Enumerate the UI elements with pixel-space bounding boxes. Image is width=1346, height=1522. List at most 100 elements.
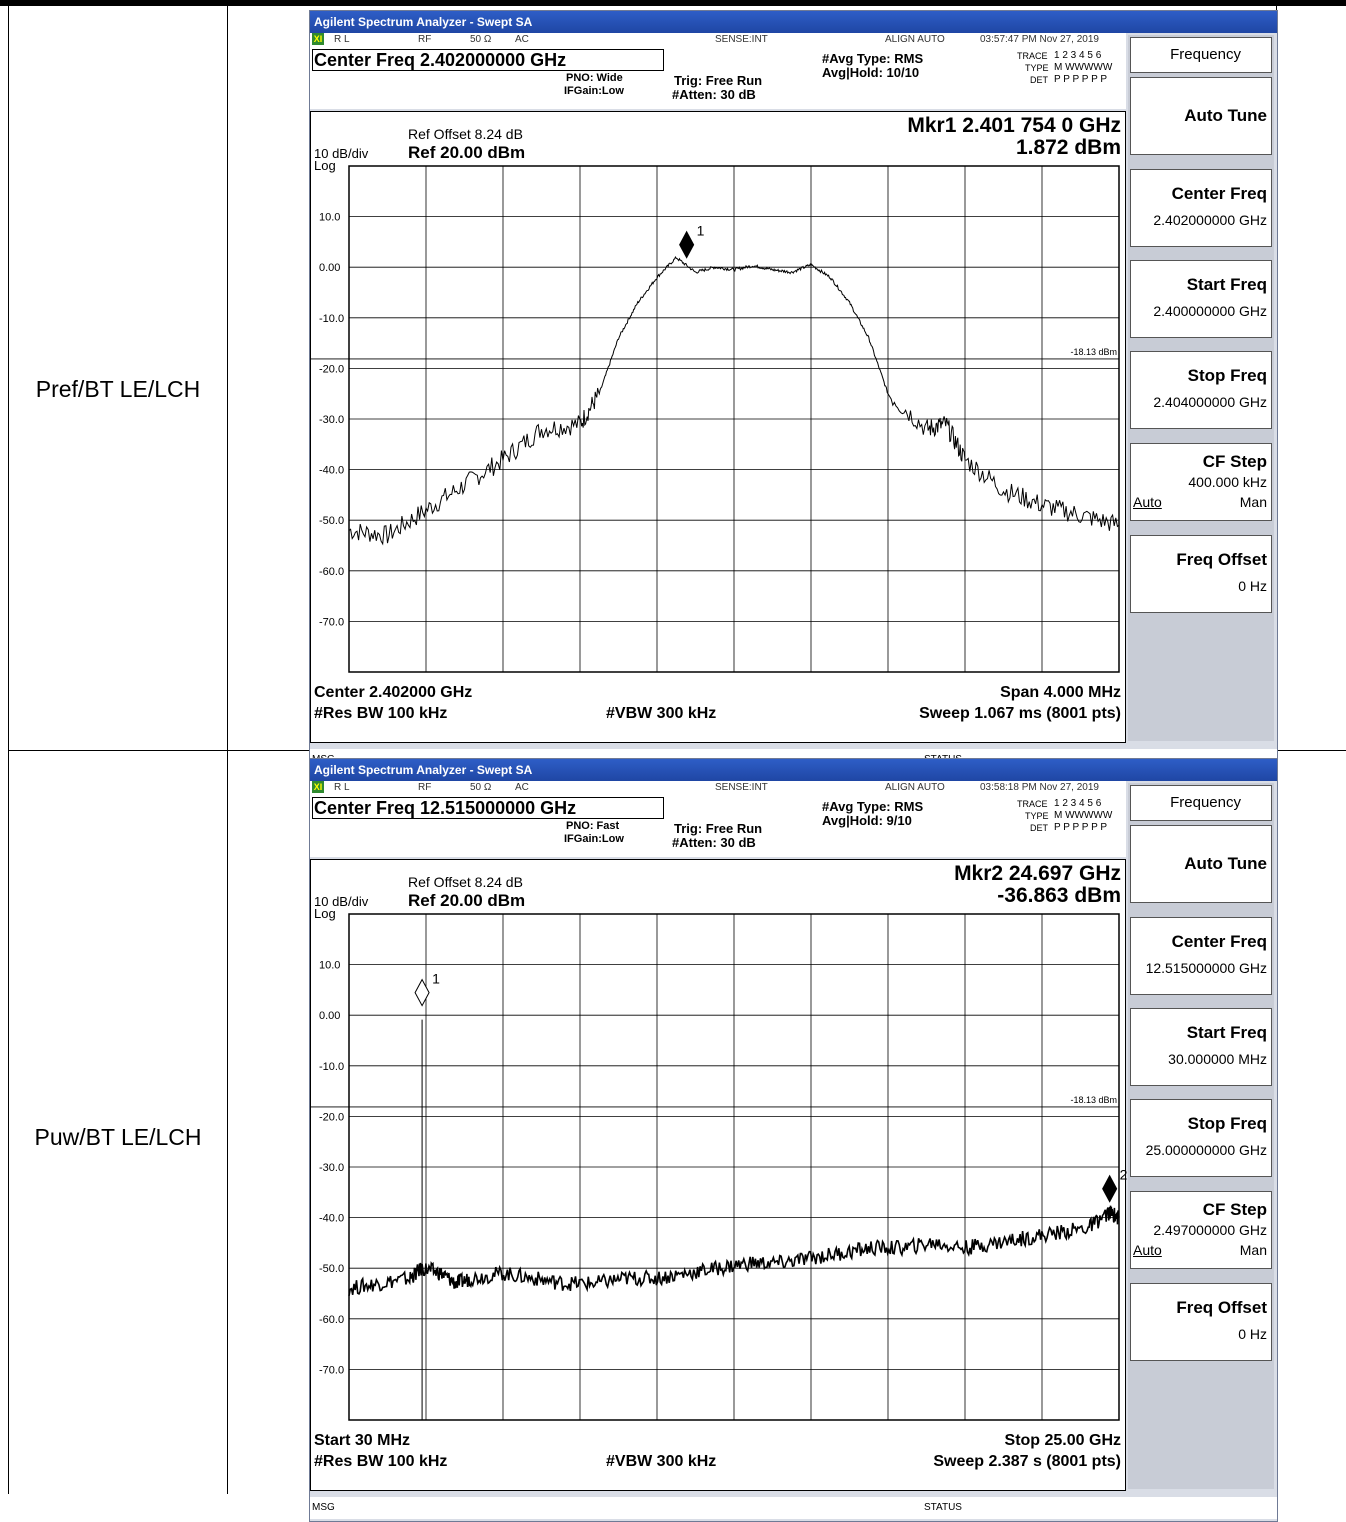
ref-level: Ref 20.00 dBm [408, 891, 526, 910]
cf-step-button[interactable]: CF Step 2.497000000 GHz Auto Man [1130, 1191, 1272, 1269]
rl-indicator: R L [334, 782, 350, 793]
stop-freq-value: 2.404000000 GHz [1153, 394, 1267, 410]
footer-right-1: Stop 25.00 GHz [1004, 1432, 1121, 1449]
sense-indicator: SENSE:INT [715, 782, 768, 793]
start-freq-button[interactable]: Start Freq 30.000000 MHz [1130, 1008, 1272, 1086]
cf-step-auto[interactable]: Auto [1133, 494, 1162, 510]
freq-offset-label: Freq Offset [1176, 1298, 1267, 1317]
center-freq-label: Center Freq [1171, 184, 1267, 203]
center-freq-button[interactable]: Center Freq 2.402000000 GHz [1130, 169, 1272, 247]
cf-step-label: CF Step [1202, 452, 1267, 471]
cf-step-auto[interactable]: Auto [1133, 1242, 1162, 1258]
y-tick-label: -70.0 [319, 616, 344, 628]
avg-hold: Avg|Hold: 10/10 [822, 65, 920, 80]
message-bar: MSG STATUS [310, 1497, 1277, 1519]
settings-panel: Center Freq 2.402000000 GHz PNO: Wide IF… [310, 47, 1126, 109]
spectrum-chart: 10.0 0.00 -10.0 -20.0 -30.0 -40.0 -50.0 -60.0 -7… [311, 165, 1120, 673]
coupling-indicator: AC [515, 782, 529, 793]
type-value: M WWWWW [1054, 810, 1113, 821]
window-title-bar: Agilent Spectrum Analyzer - Swept SA [310, 11, 1277, 33]
impedance-indicator: 50 Ω [470, 782, 492, 793]
softkey-title: Frequency [1170, 46, 1241, 63]
ifgain-setting: IFGain:Low [564, 85, 624, 97]
center-freq-box[interactable] [312, 49, 664, 71]
start-freq-value: 2.400000000 GHz [1153, 303, 1267, 319]
type-label: TYPE [1025, 63, 1049, 73]
threshold-label: -18.13 dBm [1070, 1095, 1117, 1105]
spectrum-chart: 10.0 0.00 -10.0 -20.0 -30.0 -40.0 -50.0 -60.0 -7… [311, 913, 1127, 1421]
window-title: Agilent Spectrum Analyzer - Swept SA [314, 15, 533, 29]
center-freq-title: Center Freq 2.402000000 GHz [314, 50, 567, 70]
y-tick-label: -30.0 [319, 1162, 344, 1174]
y-tick-label: -40.0 [319, 465, 344, 477]
center-freq-button[interactable]: Center Freq 12.515000000 GHz [1130, 917, 1272, 995]
marker-readout: Mkr1 2.401 754 0 GHz [907, 114, 1121, 137]
freq-offset-value: 0 Hz [1238, 578, 1267, 594]
avg-type: #Avg Type: RMS [822, 799, 924, 814]
det-value: P P P P P P [1054, 822, 1108, 833]
row-label-puw: Puw/BT LE/LCH [34, 1124, 202, 1150]
status-bar: XI R L RF 50 Ω AC SENSE:INT ALIGN AUTO 0… [310, 33, 1126, 47]
marker-number: 2 [1120, 1167, 1127, 1183]
type-value: M WWWWW [1054, 62, 1113, 73]
center-freq-box[interactable] [312, 797, 664, 819]
marker-value: 1.872 dBm [1015, 136, 1121, 159]
footer-right-1: Span 4.000 MHz [1000, 684, 1121, 701]
scale-label: 10 dB/div [314, 894, 369, 909]
cf-step-value: 400.000 kHz [1188, 474, 1267, 490]
footer-left-1: Center 2.402000 GHz [314, 684, 473, 701]
coupling-indicator: AC [515, 34, 529, 45]
y-tick-label: -10.0 [319, 1061, 344, 1073]
threshold-label: -18.13 dBm [1070, 347, 1117, 357]
y-tick-label: 10.0 [319, 212, 340, 224]
y-tick-label: -20.0 [319, 363, 344, 375]
log-label: Log [314, 158, 336, 173]
footer-left-1: Start 30 MHz [314, 1432, 411, 1449]
atten-setting: #Atten: 30 dB [672, 87, 756, 102]
freq-offset-button[interactable]: Freq Offset 0 Hz [1130, 1283, 1272, 1361]
footer-mid-2: #VBW 300 kHz [606, 705, 717, 722]
y-tick-label: -70.0 [319, 1364, 344, 1376]
cf-step-button[interactable]: CF Step 400.000 kHz Auto Man [1130, 443, 1272, 521]
cf-step-man[interactable]: Man [1239, 494, 1267, 510]
atten-setting: #Atten: 30 dB [672, 835, 756, 850]
footer-left-2: #Res BW 100 kHz [314, 1453, 448, 1470]
plot-area: Ref Offset 8.24 dB 10 dB/div Ref 20.00 d… [310, 859, 1127, 1491]
type-label: TYPE [1025, 811, 1049, 821]
auto-tune-label: Auto Tune [1184, 854, 1267, 873]
timestamp: 03:58:18 PM Nov 27, 2019 [980, 782, 1099, 793]
marker-diamond [1102, 1174, 1118, 1203]
freq-offset-button[interactable]: Freq Offset 0 Hz [1130, 535, 1272, 613]
log-label: Log [314, 906, 336, 921]
marker-readout: Mkr2 24.697 GHz [954, 862, 1121, 885]
y-tick-label: 10.0 [319, 960, 340, 972]
rf-indicator: RF [418, 782, 432, 793]
align-indicator: ALIGN AUTO [885, 34, 945, 45]
window-title: Agilent Spectrum Analyzer - Swept SA [314, 763, 533, 777]
marker-value: -36.863 dBm [997, 884, 1121, 907]
stop-freq-button[interactable]: Stop Freq 2.404000000 GHz [1130, 351, 1272, 429]
marker-number: 1 [432, 971, 440, 987]
y-tick-label: -50.0 [319, 515, 344, 527]
rf-indicator: RF [418, 34, 432, 45]
y-tick-label: 0.00 [319, 1010, 340, 1022]
pno-setting: PNO: Fast [566, 820, 620, 832]
spectrum-analyzer-window: Agilent Spectrum Analyzer - Swept SA XI … [309, 10, 1278, 774]
ref-offset: Ref Offset 8.24 dB [408, 874, 523, 890]
auto-tune-button[interactable]: Auto Tune [1130, 825, 1272, 903]
start-freq-button[interactable]: Start Freq 2.400000000 GHz [1130, 260, 1272, 338]
xi-icon: XI [312, 33, 324, 45]
start-freq-label: Start Freq [1186, 1023, 1267, 1042]
y-tick-label: -60.0 [319, 566, 344, 578]
row-label-pref: Pref/BT LE/LCH [35, 376, 201, 402]
sense-indicator: SENSE:INT [715, 34, 768, 45]
auto-tune-button[interactable]: Auto Tune [1130, 77, 1272, 155]
avg-hold: Avg|Hold: 9/10 [822, 813, 912, 828]
cf-step-man[interactable]: Man [1239, 1242, 1267, 1258]
freq-offset-label: Freq Offset [1176, 550, 1267, 569]
trace-line [348, 1205, 1120, 1297]
y-tick-label: -20.0 [319, 1111, 344, 1123]
marker-number: 1 [697, 223, 705, 239]
stop-freq-button[interactable]: Stop Freq 25.000000000 GHz [1130, 1099, 1272, 1177]
softkey-title: Frequency [1170, 794, 1241, 811]
